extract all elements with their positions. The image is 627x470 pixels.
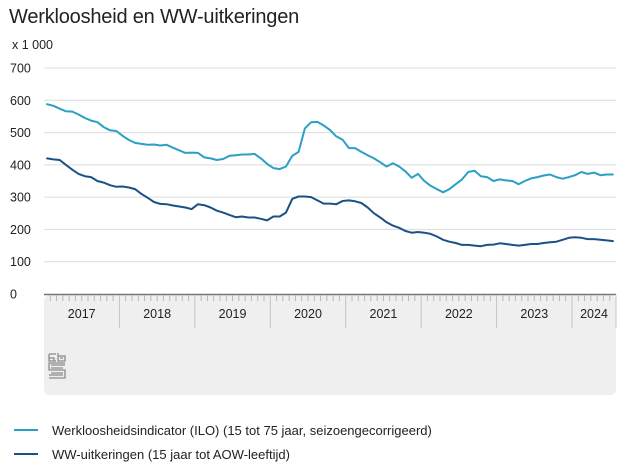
y-tick-label: 600 (10, 94, 31, 108)
x-axis: 2017 2018 2019 2020 2021 2022 2023 2024 (44, 293, 617, 328)
legend-item-ilo[interactable]: Werkloosheidsindicator (ILO) (15 tot 75 … (14, 418, 432, 442)
series-lines (46, 103, 614, 248)
legend-label-ilo: Werkloosheidsindicator (ILO) (15 tot 75 … (52, 422, 432, 438)
x-tick-label: 2021 (370, 307, 398, 321)
cbs-logo-icon (48, 353, 66, 379)
y-tick-label: 500 (10, 126, 31, 140)
x-tick-label: 2017 (68, 307, 96, 321)
y-tick-label: 0 (10, 288, 17, 302)
legend-swatch-ww (14, 453, 38, 455)
x-tick-label: 2018 (143, 307, 171, 321)
y-tick-label: 200 (10, 223, 31, 237)
legend: Werkloosheidsindicator (ILO) (15 tot 75 … (14, 418, 432, 466)
y-axis-unit-label: x 1 000 (12, 38, 54, 52)
points-ww (47, 158, 613, 246)
series-line-ww (46, 157, 614, 248)
x-tick-label: 2023 (520, 307, 548, 321)
y-tick-label: 400 (10, 158, 31, 172)
x-tick-label: 2022 (445, 307, 473, 321)
x-tick-label: 2019 (219, 307, 247, 321)
y-tick-label: 100 (10, 255, 31, 269)
chart-title: Werkloosheid en WW-uitkeringen (9, 6, 300, 28)
legend-item-ww[interactable]: WW-uitkeringen (15 jaar tot AOW-leeftijd… (14, 442, 432, 466)
x-tick-label: 2024 (580, 307, 608, 321)
x-tick-label: 2020 (294, 307, 322, 321)
gridlines (44, 67, 616, 263)
y-axis-ticks: 0 100 200 300 400 500 600 700 (10, 62, 31, 302)
legend-swatch-ilo (14, 429, 38, 431)
y-tick-label: 700 (10, 62, 31, 76)
legend-label-ww: WW-uitkeringen (15 jaar tot AOW-leeftijd… (52, 446, 290, 462)
x-axis-panel (44, 295, 616, 395)
series-line-ilo (46, 103, 614, 194)
y-tick-label: 300 (10, 191, 31, 205)
